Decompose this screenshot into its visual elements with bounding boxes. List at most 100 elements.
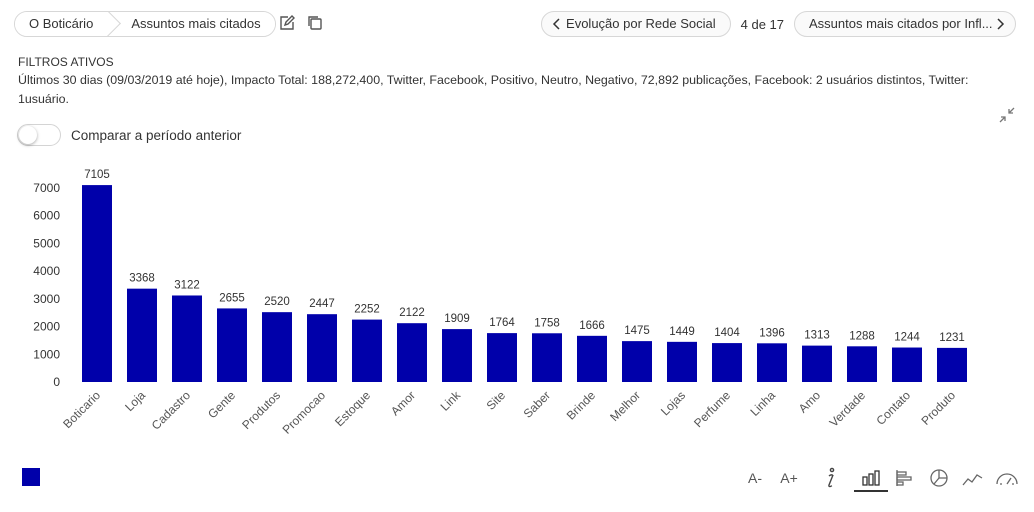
y-tick-label: 1000 [33, 347, 60, 361]
chart-toolbar: A- A+ [738, 464, 1024, 492]
compare-period-label: Comparar a período anterior [71, 127, 242, 143]
x-tick-label: Amo [796, 388, 824, 416]
x-tick-label: Estoque [332, 388, 373, 429]
x-tick-label: Lojas [658, 388, 688, 418]
y-tick-label: 4000 [33, 264, 60, 278]
bar[interactable] [622, 341, 652, 382]
pie-chart-icon[interactable] [922, 464, 956, 492]
y-tick-label: 5000 [33, 236, 60, 250]
bar-value-label: 1231 [939, 332, 965, 344]
bar-chart: 0 1000 2000 3000 4000 5000 6000 7000 7105 Boticar… [33, 169, 967, 437]
x-tick-label: Verdade [827, 388, 869, 430]
bar-value-label: 2252 [354, 304, 380, 316]
bar-value-label: 1244 [894, 332, 920, 344]
y-tick-label: 3000 [33, 292, 60, 306]
bar[interactable] [262, 312, 292, 382]
bar-value-label: 7105 [84, 169, 110, 181]
edit-icon[interactable] [278, 14, 296, 32]
x-tick-label: Loja [122, 388, 148, 414]
bar[interactable] [82, 185, 112, 382]
bar-value-label: 1758 [534, 317, 560, 329]
gauge-icon[interactable] [990, 464, 1024, 492]
x-tick-label: Cadastro [149, 388, 194, 433]
x-tick-label: Linha [747, 388, 778, 419]
breadcrumb: O Boticário Assuntos mais citados [14, 11, 276, 37]
filters-description: Últimos 30 dias (09/03/2019 até hoje), I… [18, 73, 969, 106]
bar[interactable] [847, 346, 877, 382]
breadcrumb-item-brand[interactable]: O Boticário [15, 12, 112, 36]
bar[interactable] [442, 329, 472, 382]
bar[interactable] [577, 335, 607, 382]
horizontal-bar-icon[interactable] [888, 464, 922, 492]
bar-chart-icon[interactable] [854, 464, 888, 492]
bar-value-label: 1404 [714, 327, 740, 339]
bar-value-label: 2655 [219, 292, 245, 304]
bar-value-label: 2520 [264, 296, 290, 308]
previous-report-label: Evolução por Rede Social [566, 16, 716, 31]
bar-value-label: 1313 [804, 330, 830, 342]
bar-value-label: 1288 [849, 330, 875, 342]
font-larger-button[interactable]: A+ [780, 470, 798, 486]
x-tick-label: Boticario [60, 388, 103, 431]
bar[interactable] [532, 333, 562, 382]
chevron-right-icon [997, 18, 1005, 30]
y-tick-label: 2000 [33, 320, 60, 334]
x-tick-label: Saber [521, 388, 554, 421]
next-report-button[interactable]: Assuntos mais citados por Infl... [794, 11, 1016, 37]
copy-icon[interactable] [306, 14, 324, 32]
bar-value-label: 3122 [174, 279, 200, 291]
previous-report-button[interactable]: Evolução por Rede Social [541, 11, 731, 37]
bar-value-label: 2447 [309, 298, 335, 310]
bar[interactable] [217, 308, 247, 382]
chevron-left-icon [552, 18, 560, 30]
bar[interactable] [757, 343, 787, 382]
bar-value-label: 1764 [489, 317, 515, 329]
bar-value-label: 2122 [399, 307, 425, 319]
page-counter: 4 de 17 [740, 16, 784, 32]
compare-period-control: Comparar a período anterior [17, 124, 241, 146]
bar-value-label: 1909 [444, 313, 470, 325]
x-tick-label: Link [438, 388, 464, 414]
bar[interactable] [667, 341, 697, 382]
bar[interactable] [487, 333, 517, 382]
bar[interactable] [937, 347, 967, 382]
x-tick-label: Melhor [607, 388, 643, 424]
bar[interactable] [127, 288, 157, 382]
bar[interactable] [397, 323, 427, 382]
bar[interactable] [892, 347, 922, 382]
legend-swatch[interactable] [22, 468, 40, 486]
compare-period-toggle[interactable] [17, 124, 61, 146]
font-smaller-button[interactable]: A- [748, 470, 762, 486]
x-tick-label: Produto [919, 388, 959, 428]
x-tick-label: Contato [874, 388, 914, 428]
bar[interactable] [352, 319, 382, 382]
x-tick-label: Gente [205, 388, 238, 421]
breadcrumb-item-report[interactable]: Assuntos mais citados [111, 12, 275, 36]
x-tick-label: Site [484, 388, 509, 413]
bar-value-label: 1449 [669, 326, 695, 338]
bar[interactable] [307, 314, 337, 382]
bar-value-label: 3368 [129, 273, 155, 285]
bar-value-label: 1475 [624, 325, 650, 337]
report-navigation: Evolução por Rede Social 4 de 17 Assunto… [541, 11, 1016, 37]
toggle-knob [19, 126, 37, 144]
info-icon[interactable] [814, 464, 848, 492]
x-tick-label: Perfume [691, 388, 733, 430]
bar[interactable] [712, 343, 742, 382]
x-tick-label: Produtos [239, 388, 283, 432]
bar[interactable] [172, 295, 202, 382]
x-tick-label: Promocao [280, 388, 329, 437]
top-bar: O Boticário Assuntos mais citados Evoluç… [0, 0, 1034, 48]
y-tick-label: 0 [53, 375, 60, 389]
bar-value-label: 1666 [579, 320, 605, 332]
bar[interactable] [802, 345, 832, 382]
y-tick-label: 6000 [33, 209, 60, 223]
bar-value-label: 1396 [759, 327, 785, 339]
filters-title: FILTROS ATIVOS [18, 55, 114, 69]
x-tick-label: Amor [388, 388, 418, 418]
x-tick-label: Brinde [564, 388, 599, 423]
next-report-label: Assuntos mais citados por Infl... [809, 16, 993, 31]
collapse-icon[interactable] [998, 106, 1016, 124]
line-chart-icon[interactable] [956, 464, 990, 492]
y-tick-label: 7000 [33, 181, 60, 195]
